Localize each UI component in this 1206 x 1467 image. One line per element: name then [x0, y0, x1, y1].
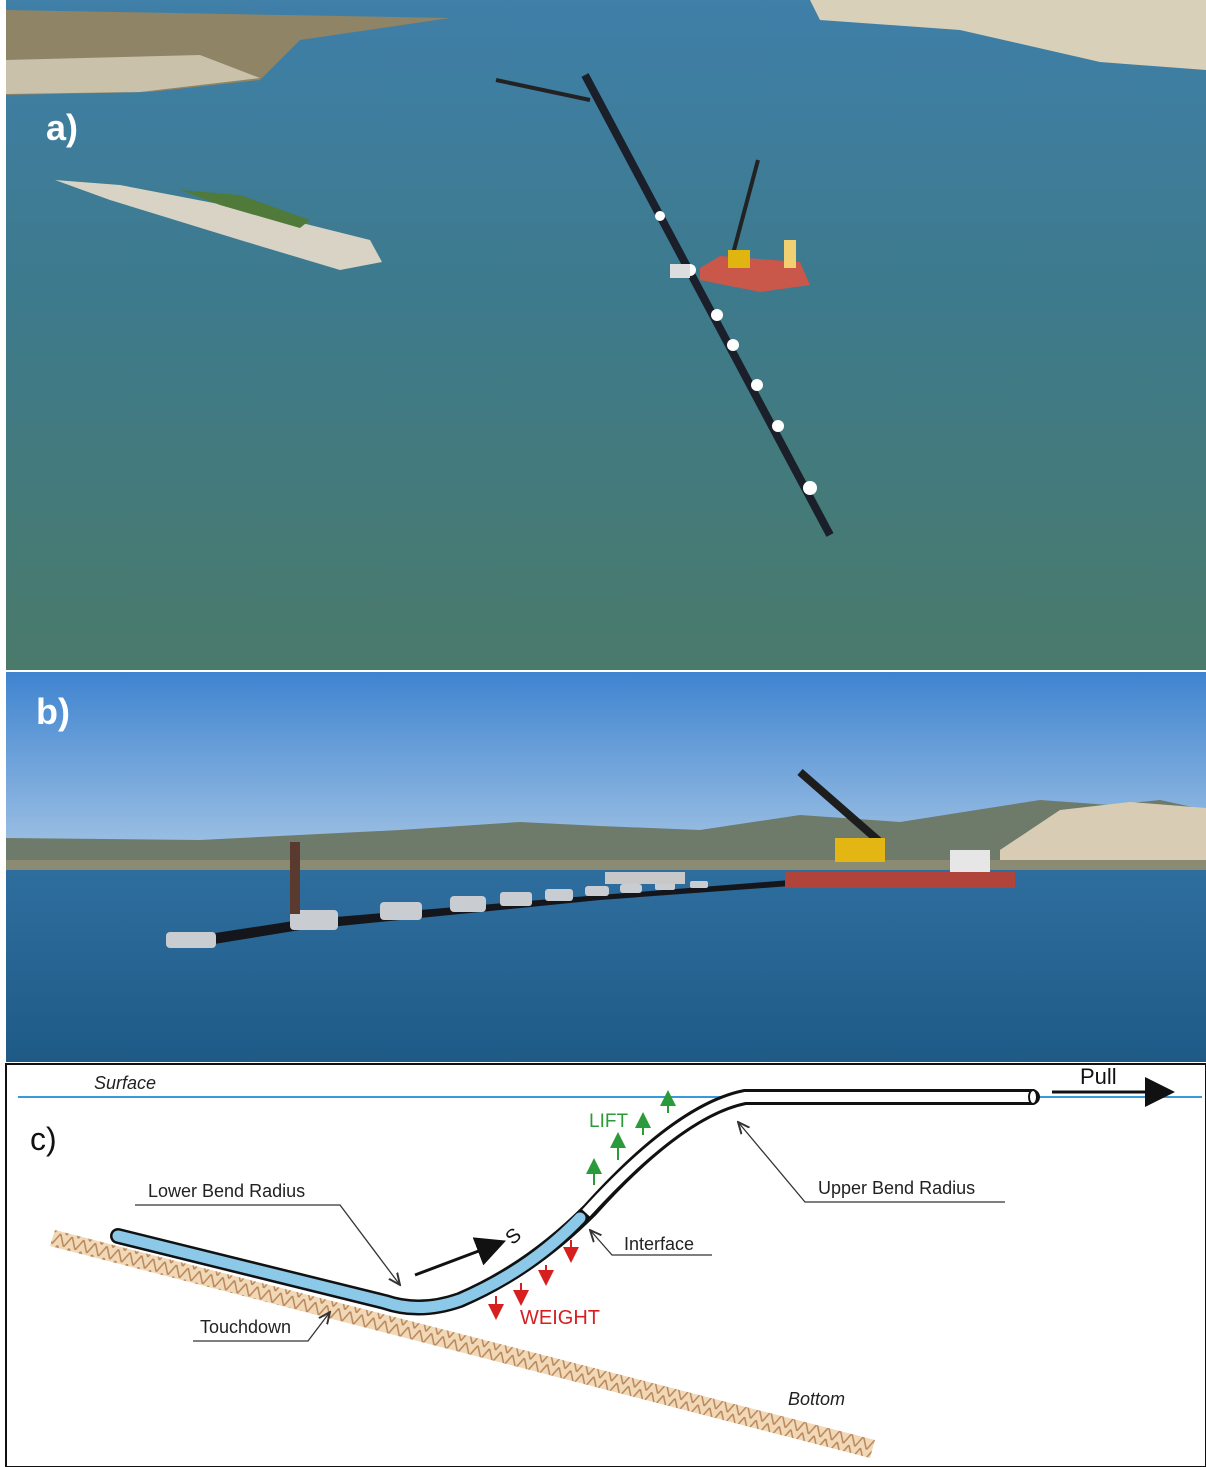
diagram-c: Surface Pull LIFT Lower Bend Radius Uppe… [6, 1064, 1206, 1467]
panel-label: b) [36, 691, 70, 732]
surface-label: Surface [94, 1073, 156, 1093]
photo-a: a) [6, 0, 1206, 670]
panel-label: a) [46, 107, 78, 148]
bottom-label: Bottom [788, 1389, 845, 1409]
pull-label: Pull [1080, 1064, 1117, 1089]
panel-label: c) [30, 1121, 57, 1157]
weight-label: WEIGHT [520, 1307, 600, 1329]
interface-label: Interface [624, 1234, 694, 1254]
figure: a) b) [0, 0, 1206, 1467]
lower-bend-label: Lower Bend Radius [148, 1181, 305, 1201]
touchdown-label: Touchdown [200, 1317, 291, 1337]
page: a) b) [0, 0, 1206, 1467]
photo-b: b) [6, 672, 1206, 1062]
upper-bend-label: Upper Bend Radius [818, 1178, 975, 1198]
lift-label: LIFT [589, 1111, 628, 1132]
